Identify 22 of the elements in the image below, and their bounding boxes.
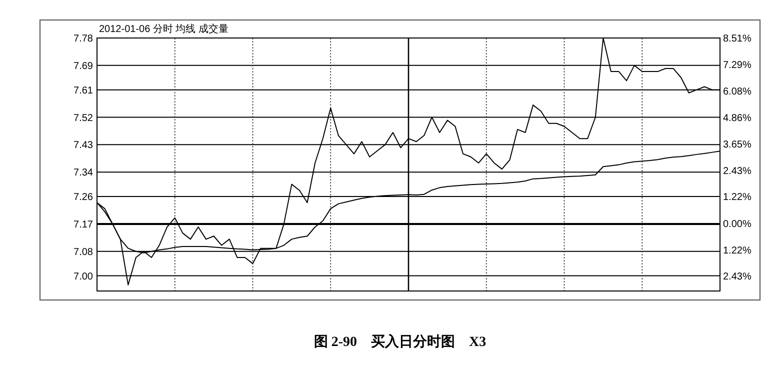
y2-tick-label: 7.29% — [723, 60, 752, 72]
y2-tick-label: 6.08% — [723, 86, 752, 98]
chart-title: 2012-01-06 分时 均线 成交量 — [99, 23, 228, 35]
y-tick-label: 7.34 — [74, 168, 94, 179]
y-tick-label: 7.61 — [74, 85, 94, 96]
y-tick-label: 7.17 — [74, 219, 94, 230]
y2-tick-label: 2.43% — [723, 166, 752, 177]
y-tick-label: 7.26 — [74, 192, 94, 204]
y2-tick-label: 1.22% — [723, 245, 752, 256]
y2-tick-label: 4.86% — [723, 112, 752, 124]
y-tick-label: 7.08 — [74, 246, 94, 258]
y2-tick-label: 2.43% — [723, 272, 752, 283]
y2-tick-label: 0.00% — [723, 218, 752, 230]
y-tick-label: 7.52 — [74, 112, 94, 124]
y2-tick-label: 1.22% — [723, 192, 752, 204]
caption: 图 2-90 买入日分时图 X3 — [314, 334, 486, 350]
y-tick-label: 7.43 — [74, 140, 94, 152]
y-tick-label: 7.78 — [74, 34, 94, 44]
y2-tick-label: 8.51% — [723, 34, 752, 44]
y2-tick-label: 3.65% — [723, 139, 752, 150]
y-tick-label: 7.00 — [74, 271, 94, 282]
y-tick-label: 7.69 — [74, 60, 94, 72]
